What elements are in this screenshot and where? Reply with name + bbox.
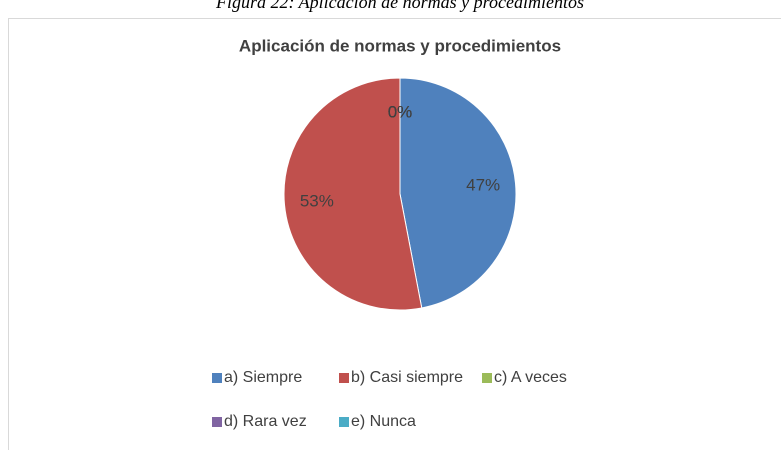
figure-caption: Figura 22: Aplicación de normas y proced… — [215, 0, 584, 12]
legend-marker — [482, 373, 492, 383]
legend-marker — [339, 373, 349, 383]
legend-label: a) Siempre — [224, 369, 302, 386]
legend-label: b) Casi siempre — [351, 369, 463, 386]
pie-slice — [283, 77, 423, 311]
legend-label: e) Nunca — [351, 413, 416, 430]
data-label: 0% — [388, 102, 413, 121]
data-label: 47% — [466, 176, 500, 195]
data-label: 0% — [388, 102, 413, 121]
legend-marker — [212, 373, 222, 383]
legend-marker — [339, 417, 349, 427]
pie-slice — [399, 77, 517, 309]
legend-label: c) A veces — [494, 369, 567, 386]
data-label: 0% — [388, 102, 413, 121]
legend-marker — [212, 417, 222, 427]
chart-title: Aplicación de normas y procedimientos — [239, 36, 561, 55]
legend-label: d) Rara vez — [224, 413, 307, 430]
data-label: 53% — [300, 191, 334, 210]
